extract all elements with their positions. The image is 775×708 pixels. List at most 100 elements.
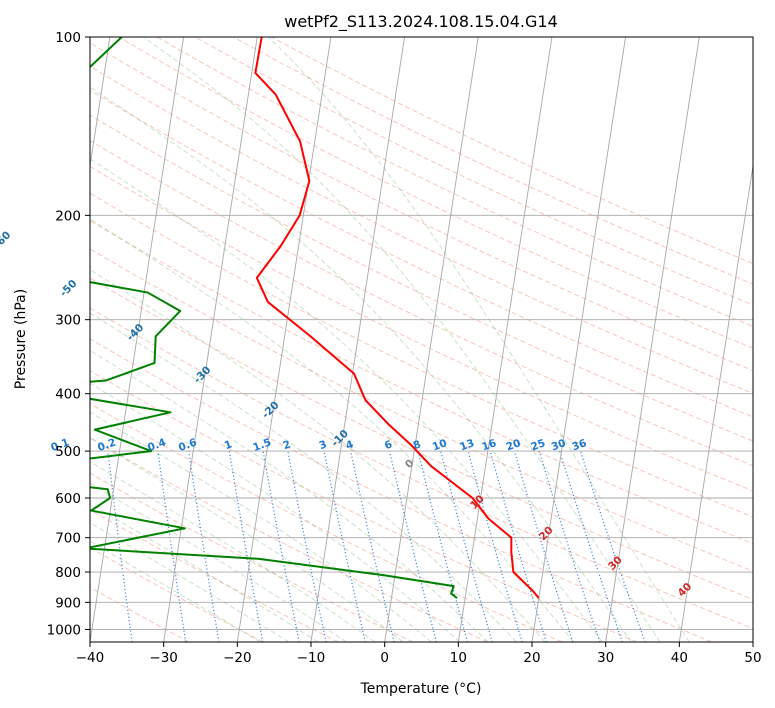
- dry-adiabat: [90, 370, 638, 642]
- mixing-ratio-line: [489, 450, 547, 642]
- x-tick-label: 50: [744, 650, 761, 666]
- mixing-ratio-line: [559, 450, 623, 642]
- isotherm-line: [90, 37, 185, 642]
- mixing-ratio-label: 6: [383, 438, 394, 452]
- mixing-ratio-label: 30: [550, 437, 568, 453]
- moist-adiabat: [90, 411, 432, 642]
- mixing-ratio-label: 2: [281, 438, 292, 452]
- isotherm-line: [384, 37, 479, 642]
- moist-adiabat: [90, 482, 347, 642]
- plot-background: [90, 37, 753, 642]
- mixing-ratio-line: [323, 450, 366, 642]
- dry-adiabat: [233, 37, 753, 285]
- y-tick-label: 600: [55, 491, 81, 507]
- mixing-ratio-line: [538, 450, 601, 642]
- mixing-ratio-label: 0.4: [146, 436, 168, 454]
- temperature-line: [254, 37, 540, 599]
- y-tick-label: 1000: [47, 622, 81, 638]
- mixing-ratio-line: [467, 450, 523, 642]
- y-tick-label: 800: [55, 565, 81, 581]
- dry-adiabat: [90, 139, 753, 467]
- moist-adiabat: [90, 382, 461, 642]
- dry-adiabat: [90, 42, 753, 372]
- mixing-ratio-label: 20: [505, 437, 523, 453]
- mixing-ratio-line: [579, 450, 646, 642]
- y-axis-title: Pressure (hPa): [13, 289, 29, 389]
- isotherm-label: -60: [0, 229, 13, 251]
- moist-adiabat: [90, 349, 489, 642]
- dry-adiabat: [90, 547, 264, 642]
- background-lines: [90, 37, 753, 642]
- isotherm-line: [752, 639, 753, 642]
- mixing-ratio-label: 16: [480, 437, 498, 453]
- moist-adiabat: [90, 521, 290, 642]
- x-tick-label: 10: [450, 650, 467, 666]
- x-tick-label: 30: [597, 650, 614, 666]
- moist-adiabat: [90, 269, 546, 642]
- isotherm-line: [310, 37, 406, 642]
- dry-adiabat: [90, 248, 753, 572]
- x-tick-label: 0: [380, 650, 389, 666]
- isotherm-line: [678, 162, 753, 642]
- mixing-ratio-label: 8: [412, 438, 423, 452]
- y-tick-label: 200: [55, 208, 81, 224]
- dewpoint-line: [90, 37, 458, 599]
- x-tick-label: −40: [76, 650, 105, 666]
- moist-adiabat: [143, 37, 661, 642]
- x-tick-label: −30: [149, 650, 178, 666]
- moist-adiabat: [90, 540, 261, 642]
- y-axis: 100 200 300 400 500 600 700 800 900 1000: [47, 30, 90, 638]
- isotherm-line: [90, 37, 111, 169]
- mixing-ratio-line: [417, 450, 469, 642]
- x-axis: −40 −30 −20 −10 0 10 20 30 40 50: [76, 642, 762, 666]
- grid-lines: [90, 37, 753, 642]
- mixing-ratio-line: [287, 450, 327, 642]
- dry-adiabat: [194, 37, 753, 306]
- dry-adiabat: [90, 437, 488, 642]
- isotherm-line: [531, 37, 627, 642]
- mixing-ratio-label: 0.6: [177, 436, 199, 454]
- mixing-ratio-label: 3: [318, 438, 329, 452]
- isotherm-line: [605, 37, 700, 642]
- y-tick-label: 100: [55, 30, 81, 46]
- y-tick-label: 400: [55, 387, 81, 403]
- mixing-ratio-label: 0.2: [96, 436, 118, 454]
- y-tick-label: 900: [55, 595, 81, 611]
- mixing-ratio-line: [513, 450, 574, 642]
- x-tick-label: 20: [523, 650, 540, 666]
- dry-adiabat: [90, 277, 753, 601]
- x-axis-title: Temperature (°C): [360, 681, 482, 697]
- dry-adiabat: [156, 37, 753, 327]
- x-tick-label: 40: [671, 650, 688, 666]
- dry-adiabat: [90, 165, 753, 492]
- isotherm-label: -50: [58, 278, 80, 300]
- mixing-ratio-line: [350, 450, 395, 642]
- mixing-ratio-line: [388, 450, 438, 642]
- mixing-ratio-label: 13: [458, 437, 476, 453]
- dry-adiabat: [90, 220, 753, 545]
- mixing-ratio-label: 36: [570, 437, 588, 453]
- x-tick-label: −10: [297, 650, 326, 666]
- mixing-ratio-label: 25: [529, 437, 547, 453]
- mixing-ratio-label: 0.1: [49, 436, 71, 454]
- isotherm-line: [236, 37, 332, 642]
- dry-adiabat: [90, 192, 753, 518]
- profile-lines: [90, 37, 540, 599]
- plot-frame: [89, 36, 754, 643]
- isotherm-line: [163, 37, 258, 642]
- dry-adiabat: [118, 37, 753, 349]
- x-tick-label: −20: [223, 650, 252, 666]
- moist-adiabat: [90, 460, 376, 642]
- moist-adiabat: [90, 158, 603, 642]
- moist-adiabat: [90, 218, 574, 642]
- mixing-ratio-label: 1: [223, 438, 234, 452]
- y-tick-label: 300: [55, 313, 81, 329]
- moist-adiabat: [90, 86, 632, 642]
- mixing-ratio-label: 1.5: [251, 436, 273, 454]
- mixing-ratio-label: 4: [344, 438, 355, 452]
- isotherm-line: [457, 37, 553, 642]
- moist-adiabat: [90, 312, 517, 642]
- chart-title: wetPf2_S113.2024.108.15.04.G14: [284, 12, 558, 32]
- mixing-ratio-label: 10: [431, 437, 449, 453]
